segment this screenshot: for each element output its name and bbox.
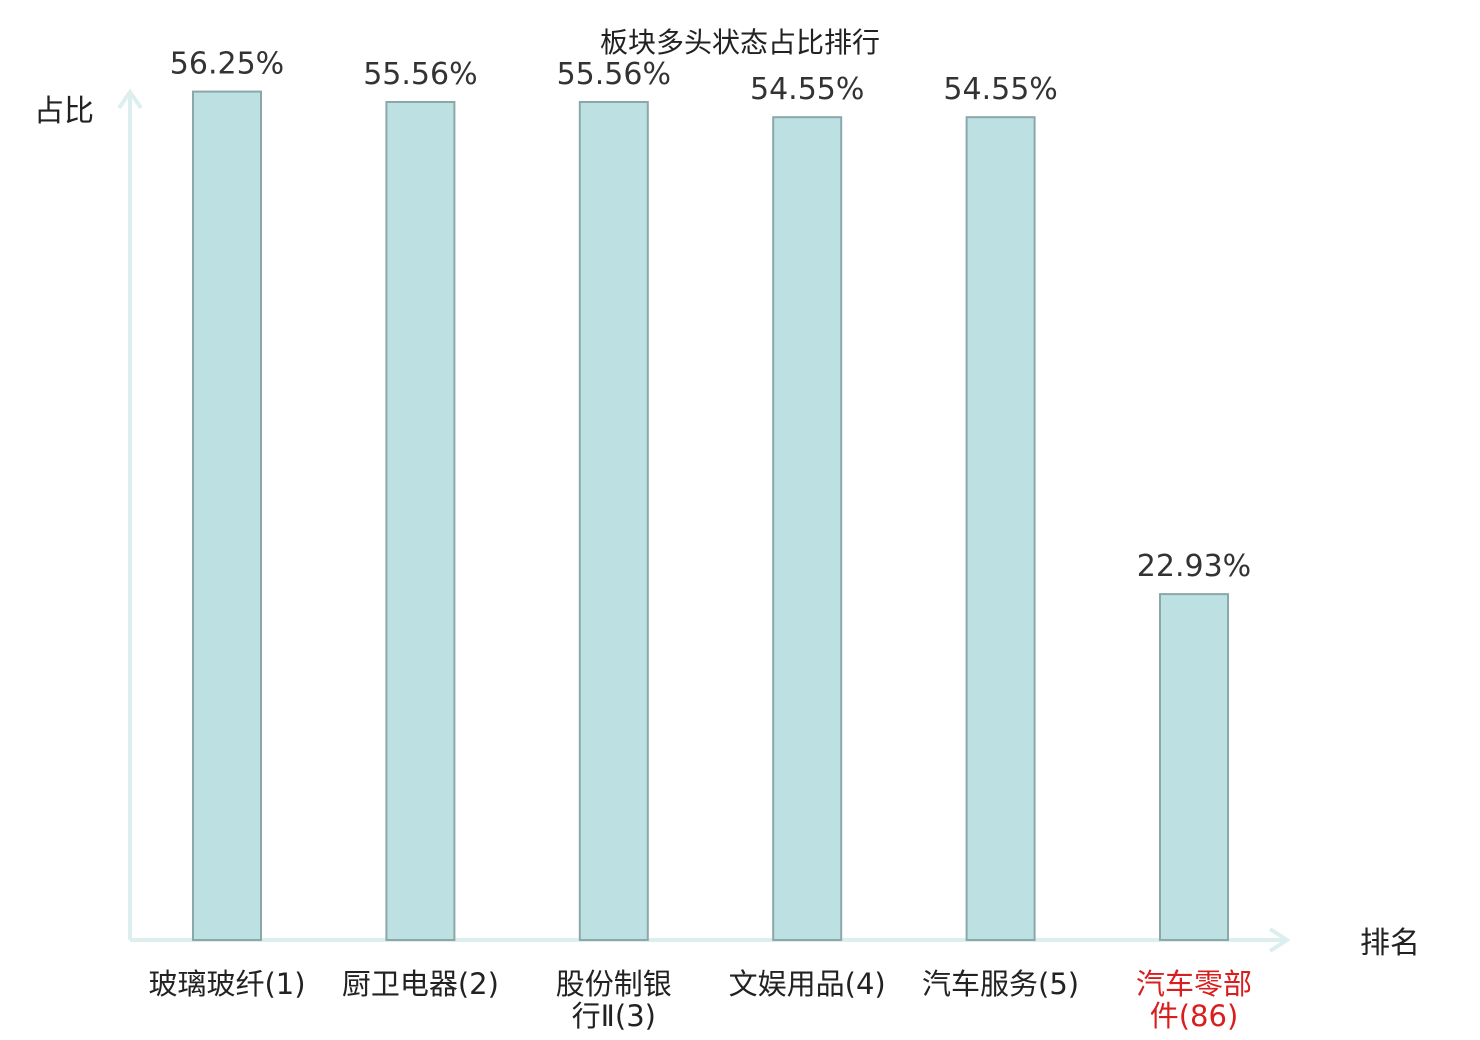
category-label-6-line-1: 汽车零部 — [1136, 967, 1252, 1001]
labels-layer: 56.25% 玻璃玻纤(1) 55.56% 厨卫电器(2) 55.56% 股份制银行Ⅱ(3… — [148, 47, 1252, 1033]
value-label-2: 55.56% — [363, 57, 477, 92]
category-label-6-line-2: 件(86) — [1150, 999, 1239, 1033]
category-label-3-line-2: 行Ⅱ(3) — [572, 999, 656, 1033]
x-axis-label: 排名 — [1360, 926, 1420, 961]
y-axis-label: 占比 — [34, 94, 94, 129]
bar-5 — [965, 116, 1036, 941]
chart-title: 板块多头状态占比排行 — [600, 26, 880, 59]
bar-1 — [192, 90, 262, 942]
bar-6 — [1159, 593, 1229, 941]
value-label-5: 54.55% — [943, 72, 1057, 107]
bar-4 — [772, 116, 843, 941]
value-label-1: 56.25% — [170, 47, 284, 82]
category-label-5: 汽车服务(5) — [922, 967, 1079, 1001]
category-label-2: 厨卫电器(2) — [342, 967, 499, 1001]
x-axis-arrow-icon — [1268, 927, 1291, 953]
value-label-4: 54.55% — [750, 72, 864, 107]
bar-3 — [578, 101, 649, 941]
value-label-3: 55.56% — [557, 57, 671, 92]
category-label-3-line-1: 股份制银 — [556, 967, 672, 1001]
y-axis-arrow-icon — [117, 88, 143, 110]
bar-2 — [385, 101, 456, 941]
value-label-6: 22.93% — [1137, 549, 1251, 584]
category-label-1: 玻璃玻纤(1) — [148, 967, 305, 1001]
bars-layer — [192, 90, 1229, 942]
category-label-4: 文娱用品(4) — [729, 967, 886, 1001]
